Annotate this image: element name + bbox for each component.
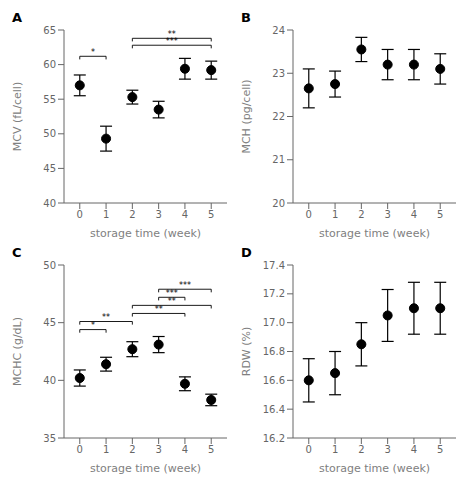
svg-text:**: ** xyxy=(102,313,110,322)
svg-text:MCV (fL/cell): MCV (fL/cell) xyxy=(11,82,24,151)
svg-text:0: 0 xyxy=(77,444,83,455)
svg-text:23: 23 xyxy=(272,68,285,79)
svg-text:50: 50 xyxy=(43,128,56,139)
svg-text:60: 60 xyxy=(43,59,56,70)
svg-text:***: *** xyxy=(179,281,191,290)
svg-text:2: 2 xyxy=(358,209,364,220)
svg-text:0: 0 xyxy=(77,209,83,220)
html-text:A: A xyxy=(12,10,23,25)
svg-text:5: 5 xyxy=(208,444,214,455)
svg-text:17.2: 17.2 xyxy=(263,288,285,299)
html-text:B: B xyxy=(241,10,251,25)
svg-text:**: ** xyxy=(168,30,176,39)
svg-text:0: 0 xyxy=(306,209,312,220)
svg-text:2: 2 xyxy=(129,444,135,455)
svg-text:**: ** xyxy=(155,305,163,314)
svg-text:17.0: 17.0 xyxy=(263,317,285,328)
svg-text:*: * xyxy=(91,321,95,330)
svg-text:2: 2 xyxy=(129,209,135,220)
html-text:D: D xyxy=(241,245,252,260)
svg-text:16.4: 16.4 xyxy=(263,404,285,415)
svg-text:storage time (week): storage time (week) xyxy=(90,462,201,475)
svg-text:MCHC (g/dL): MCHC (g/dL) xyxy=(11,317,24,386)
svg-text:35: 35 xyxy=(43,433,56,444)
svg-text:17.4: 17.4 xyxy=(263,260,285,271)
svg-text:16.8: 16.8 xyxy=(263,346,285,357)
svg-text:5: 5 xyxy=(208,209,214,220)
svg-text:65: 65 xyxy=(43,25,56,36)
html-text:C: C xyxy=(12,245,22,260)
svg-text:3: 3 xyxy=(155,209,161,220)
svg-text:5: 5 xyxy=(437,209,443,220)
svg-text:*: * xyxy=(91,48,95,57)
svg-text:20: 20 xyxy=(272,198,285,209)
svg-text:storage time (week): storage time (week) xyxy=(90,227,201,240)
svg-text:22: 22 xyxy=(272,111,285,122)
svg-text:4: 4 xyxy=(182,444,188,455)
svg-text:21: 21 xyxy=(272,154,285,165)
svg-text:4: 4 xyxy=(411,444,417,455)
svg-text:24: 24 xyxy=(272,25,285,36)
svg-text:1: 1 xyxy=(332,209,338,220)
svg-text:1: 1 xyxy=(103,209,109,220)
svg-text:4: 4 xyxy=(182,209,188,220)
svg-text:40: 40 xyxy=(43,198,56,209)
svg-text:16.6: 16.6 xyxy=(263,375,285,386)
svg-text:45: 45 xyxy=(43,317,56,328)
svg-text:3: 3 xyxy=(155,444,161,455)
svg-text:1: 1 xyxy=(332,444,338,455)
svg-text:**: ** xyxy=(168,297,176,306)
svg-text:storage time (week): storage time (week) xyxy=(319,462,430,475)
svg-text:RDW (%): RDW (%) xyxy=(240,327,253,377)
svg-text:50: 50 xyxy=(43,260,56,271)
svg-text:0: 0 xyxy=(306,444,312,455)
svg-text:45: 45 xyxy=(43,163,56,174)
svg-text:5: 5 xyxy=(437,444,443,455)
svg-text:3: 3 xyxy=(384,209,390,220)
svg-text:16.2: 16.2 xyxy=(263,433,285,444)
svg-text:55: 55 xyxy=(43,94,56,105)
svg-text:MCH (pg/cell): MCH (pg/cell) xyxy=(240,79,253,153)
svg-text:2: 2 xyxy=(358,444,364,455)
svg-text:40: 40 xyxy=(43,375,56,386)
svg-text:***: *** xyxy=(166,289,178,298)
svg-text:3: 3 xyxy=(384,444,390,455)
svg-text:storage time (week): storage time (week) xyxy=(319,227,430,240)
svg-text:1: 1 xyxy=(103,444,109,455)
svg-text:4: 4 xyxy=(411,209,417,220)
